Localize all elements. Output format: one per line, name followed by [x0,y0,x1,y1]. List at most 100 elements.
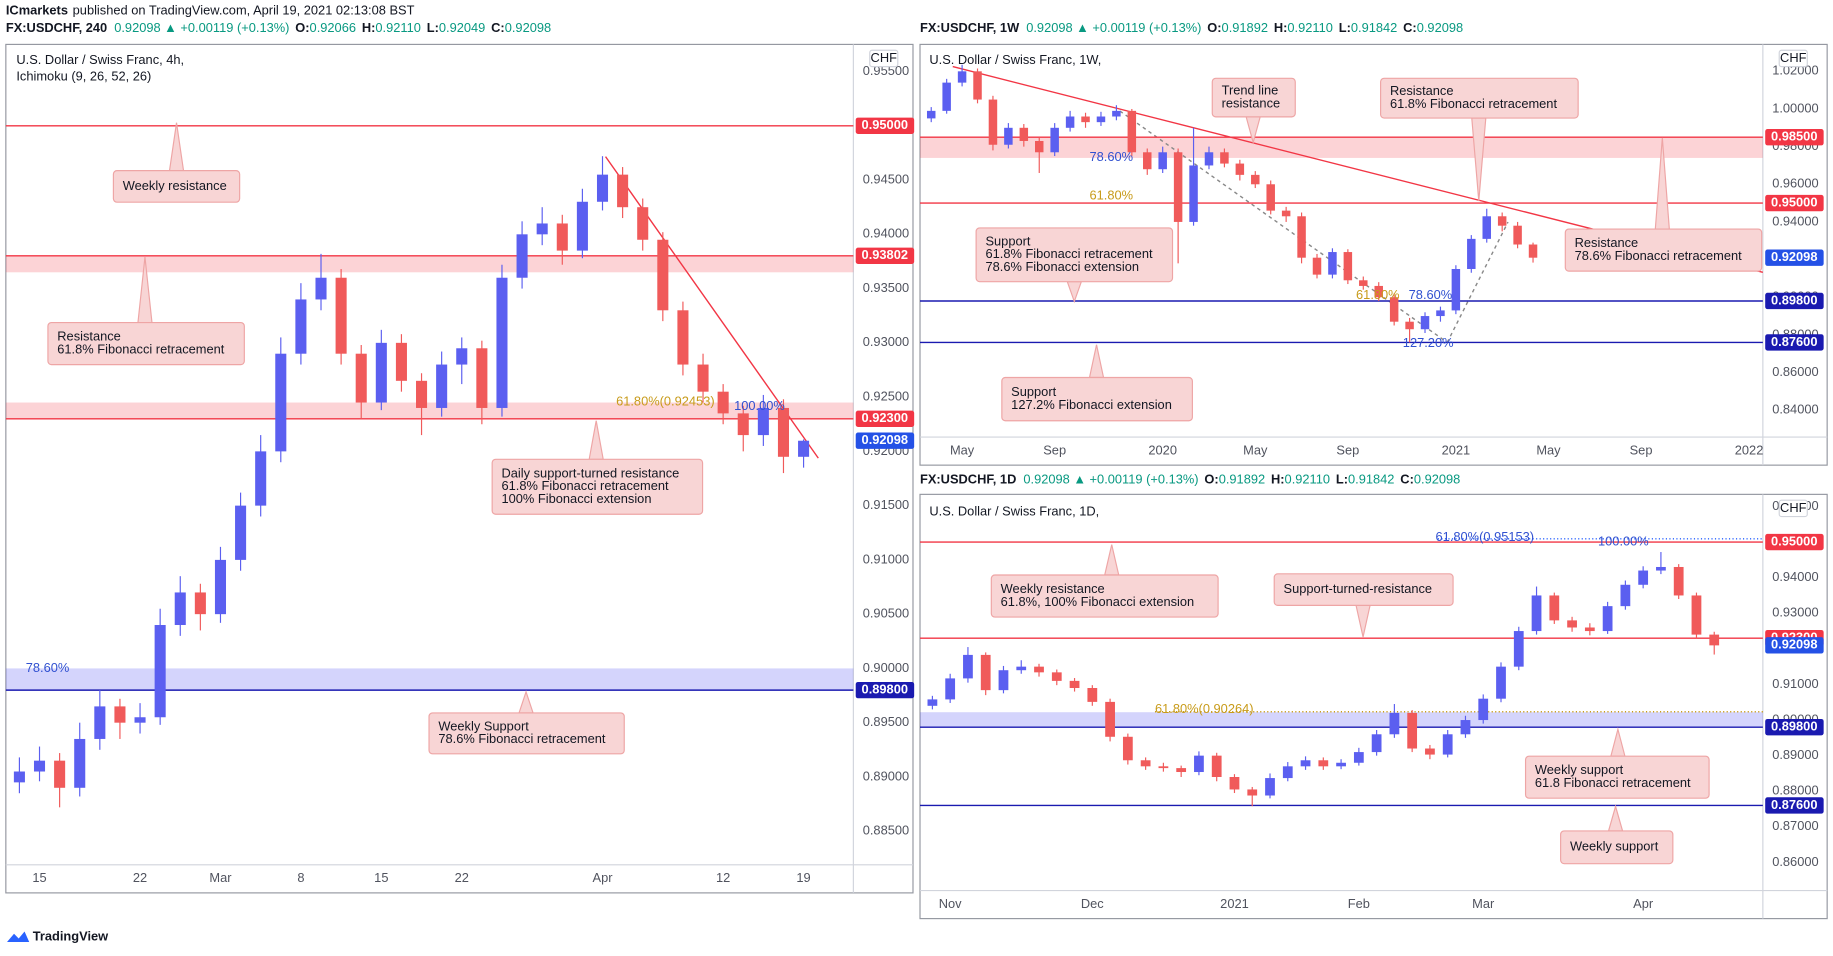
price-tag-label: 0.89800 [862,682,908,697]
currency-box [1778,499,1808,518]
candle-body [1112,110,1121,117]
price-tag [855,410,915,427]
chart-panel: FX:USDCHF, 240 0.92098 ▲ +0.00119 (+0.13%) O… [5,21,915,894]
tradingview-logo [7,931,30,942]
candle-body [1353,752,1364,763]
ohlc-value: 0.92049 [439,21,485,36]
ohlc-value: 0.91892 [1219,472,1265,487]
y-tick-label: 0.90000 [863,660,909,675]
callout-text: 61.8%, 100% Fibonacci extension [1001,594,1195,609]
candle-body [194,592,206,615]
fib-label: 78.60% [1409,287,1453,302]
callout-text: Resistance [1390,83,1454,98]
candle-body [1638,570,1649,585]
candle-body [1467,238,1476,269]
ohlc-value: 0.91892 [1222,21,1268,36]
x-tick-label: 15 [374,870,388,885]
candle-body [1247,789,1258,796]
x-tick-label: Sep [1043,443,1066,458]
y-tick-label: 0.94000 [1772,569,1818,584]
candle-body [1389,712,1400,735]
change-arrow: ▲ [1073,472,1086,487]
candle-body [214,559,227,615]
candle-body [1016,666,1027,671]
callout-box [1560,830,1674,865]
candle-body [998,670,1009,691]
fib-label: 61.80%(0.95153) [1436,529,1535,544]
x-tick-label: 22 [455,870,469,885]
indicator-label: Ichimoku (9, 26, 52, 26) [16,69,151,84]
zone [5,402,854,419]
x-tick-label: Sep [1630,443,1653,458]
candle-body [295,299,307,354]
currency-box [869,49,899,68]
price-tag-label: 0.92300 [862,410,908,425]
candle-body [1158,766,1169,769]
publish-info: ICmarkets published on TradingView.com, A… [6,3,415,18]
candle-body [1371,734,1382,753]
symbol-header: FX:USDCHF, 1D 0.92098 ▲ +0.00119 (+0.13%) O:… [920,472,1460,487]
candle-body [375,342,387,403]
price-tag-label: 0.95000 [1771,533,1817,548]
price-tag [855,432,915,449]
candle-body [1673,566,1684,596]
candle-body [1389,297,1399,322]
x-tick-label: 2021 [1442,443,1471,458]
candle-body [1691,595,1702,635]
price-tag-label: 0.95000 [1771,194,1817,209]
x-tick-label: 22 [133,870,147,885]
candle-body [395,342,407,381]
candle-body [1420,316,1430,330]
ohlc-key: H: [1271,472,1285,487]
x-tick-label: 19 [796,870,810,885]
y-tick-label: 0.86000 [1772,364,1818,379]
candle-body [617,174,629,208]
candle-body [1143,152,1152,170]
price-tag [1765,194,1824,212]
candle-body [1069,680,1080,689]
y-tick-label: 0.90500 [863,606,909,621]
candle-body [1549,595,1560,621]
ohlc-value: 0.92098 [1417,21,1463,36]
price-tag-label: 0.92098 [862,432,908,447]
ohlc-key: C: [491,21,505,36]
candle-body [1312,257,1322,275]
last-price: 0.92098 [1026,21,1072,36]
candle-body [1019,127,1029,141]
callout-box [1524,755,1710,799]
candle-body [235,505,247,560]
candle-body [1194,755,1204,773]
candle-body [134,717,146,723]
candle-body [1096,116,1106,123]
candle-body [355,353,367,403]
candle-body [717,391,729,414]
price-tag-label: 0.92098 [1771,249,1817,264]
price-tag [855,117,915,134]
callout-box [990,574,1219,618]
change: +0.00119 (+0.13%) [1092,21,1201,36]
candle-body [1105,701,1115,737]
y-tick-label: 1.00000 [1772,100,1818,115]
ohlc-key: C: [1403,21,1417,36]
change: +0.00119 (+0.13%) [1090,472,1199,487]
zone [5,255,854,273]
y-tick-label: 0.87000 [1772,818,1818,833]
callout-text: resistance [1222,95,1281,110]
candle-body [1482,216,1491,239]
y-tick-label: 0.94000 [863,226,909,241]
candle-body [596,174,609,202]
x-tick-label: Apr [593,870,614,885]
candle-body [154,625,166,718]
ohlc-value: 0.92098 [1414,472,1460,487]
y-tick-label: 0.89000 [863,768,909,783]
fib-label: 78.60% [1090,149,1134,164]
x-tick-label: Nov [939,896,962,911]
trend-line [1446,221,1509,343]
chart-panel: FX:USDCHF, 1W 0.92098 ▲ +0.00119 (+0.13%) O:… [919,21,1828,466]
publisher: ICmarkets [6,3,68,18]
candle-body [657,239,669,311]
y-tick-label: 0.94000 [1772,213,1818,228]
callout-text: 127.2% Fibonacci extension [1011,397,1172,412]
